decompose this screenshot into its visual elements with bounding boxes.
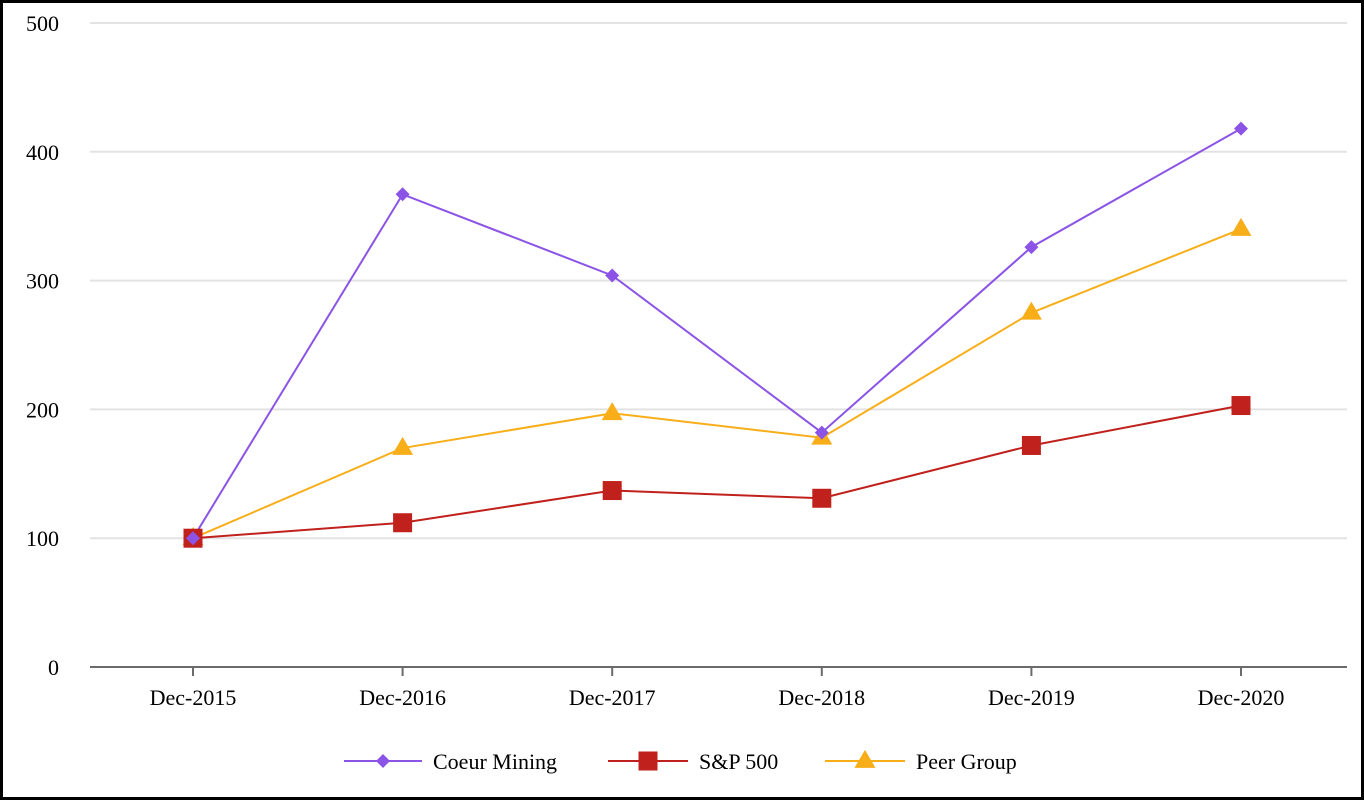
series-markers bbox=[182, 121, 1252, 548]
y-tick-label: 500 bbox=[26, 11, 59, 36]
y-tick-label: 200 bbox=[26, 397, 59, 422]
data-point-square bbox=[1231, 396, 1251, 416]
legend-label: Peer Group bbox=[916, 749, 1017, 774]
series-lines bbox=[192, 127, 1242, 540]
data-point-triangle bbox=[601, 402, 623, 421]
series-line-square bbox=[192, 404, 1242, 540]
y-tick-label: 100 bbox=[26, 526, 59, 551]
x-tick-label: Dec-2018 bbox=[778, 685, 865, 710]
data-point-triangle bbox=[392, 436, 414, 455]
legend-marker-square bbox=[638, 751, 658, 771]
data-point-diamond bbox=[814, 425, 829, 440]
data-point-square bbox=[812, 488, 832, 508]
y-tick-label: 300 bbox=[26, 269, 59, 294]
data-point-diamond bbox=[605, 268, 620, 283]
data-point-triangle bbox=[1020, 301, 1042, 320]
data-point-diamond bbox=[186, 531, 200, 546]
x-tick-label: Dec-2016 bbox=[359, 685, 446, 710]
axes: 0 100 200 300 400 500 Dec-2015 Dec-2016 Dec-2017… bbox=[26, 11, 1347, 710]
series-line-diamond bbox=[192, 127, 1242, 539]
legend-label: S&P 500 bbox=[699, 749, 778, 774]
data-point-triangle bbox=[1230, 217, 1252, 236]
x-tick-label: Dec-2015 bbox=[150, 685, 237, 710]
legend-item: S&P 500 bbox=[608, 749, 778, 774]
data-point-diamond bbox=[1024, 240, 1039, 255]
data-point-square bbox=[393, 513, 413, 533]
data-point-diamond bbox=[1234, 121, 1248, 136]
legend-item: Coeur Mining bbox=[344, 749, 557, 774]
legend-marker-triangle bbox=[854, 749, 876, 768]
y-tick-label: 0 bbox=[48, 655, 59, 680]
data-point-square bbox=[602, 481, 622, 501]
data-point-square bbox=[1021, 435, 1041, 455]
gridlines bbox=[90, 22, 1347, 540]
x-tick-label: Dec-2020 bbox=[1198, 685, 1285, 710]
legend: Coeur Mining S&P 500 Peer Group bbox=[344, 749, 1017, 774]
y-tick-label: 400 bbox=[26, 140, 59, 165]
data-point-diamond bbox=[395, 187, 410, 202]
x-tick-label: Dec-2017 bbox=[569, 685, 656, 710]
x-tick-label: Dec-2019 bbox=[988, 685, 1075, 710]
series-line-triangle bbox=[192, 228, 1242, 540]
line-chart: 0 100 200 300 400 500 Dec-2015 Dec-2016 Dec-2017… bbox=[26, 11, 1347, 774]
legend-marker-diamond bbox=[376, 754, 390, 768]
legend-item: Peer Group bbox=[825, 749, 1017, 774]
legend-label: Coeur Mining bbox=[433, 749, 557, 774]
